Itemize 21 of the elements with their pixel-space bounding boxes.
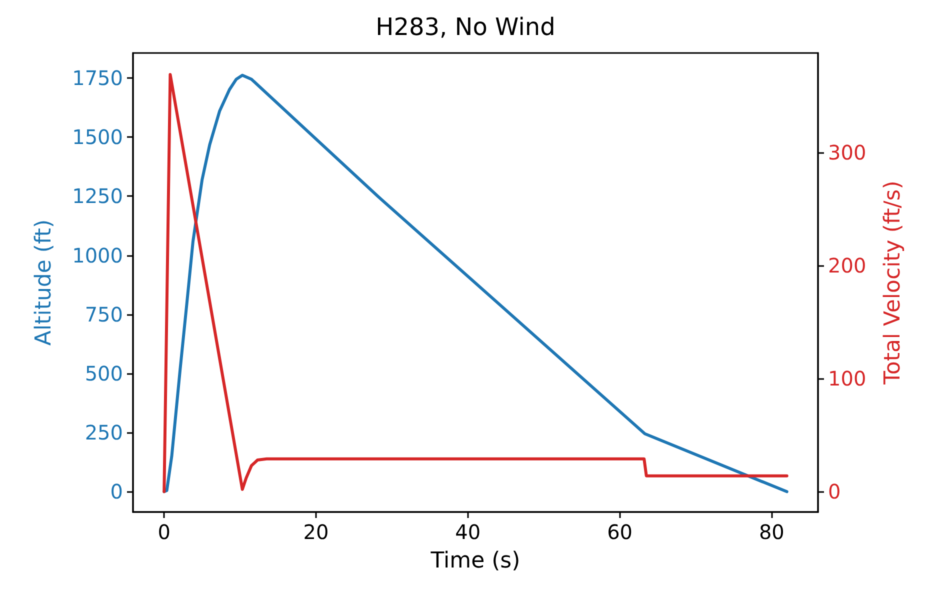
y-tick-label: 1250 xyxy=(72,184,123,208)
y-tick-label: 250 xyxy=(84,420,123,445)
x-tick-label: 60 xyxy=(607,520,633,544)
y-tick-label: 500 xyxy=(84,361,123,386)
y-tick-label: 1750 xyxy=(72,66,123,90)
x-tick-label: 0 xyxy=(158,520,171,544)
x-tick-label: 20 xyxy=(303,520,329,544)
y-tick-label: 750 xyxy=(84,302,123,326)
y2-axis-title: Total Velocity (ft/s) xyxy=(880,180,906,386)
y2-tick-label: 200 xyxy=(828,254,866,278)
y-tick-label: 1500 xyxy=(72,125,123,150)
y2-tick-label: 300 xyxy=(828,140,866,164)
y-axis-title: Altitude (ft) xyxy=(32,219,56,346)
x-axis-title: Time (s) xyxy=(430,548,520,574)
x-tick-label: 40 xyxy=(455,520,481,544)
y-tick-label: 1000 xyxy=(72,243,123,268)
y2-tick-label: 0 xyxy=(828,480,841,504)
chart-title: H283, No Wind xyxy=(376,13,556,41)
x-tick-label: 80 xyxy=(758,520,784,544)
y-tick-label: 0 xyxy=(110,480,123,504)
y2-tick-label: 100 xyxy=(828,366,866,391)
